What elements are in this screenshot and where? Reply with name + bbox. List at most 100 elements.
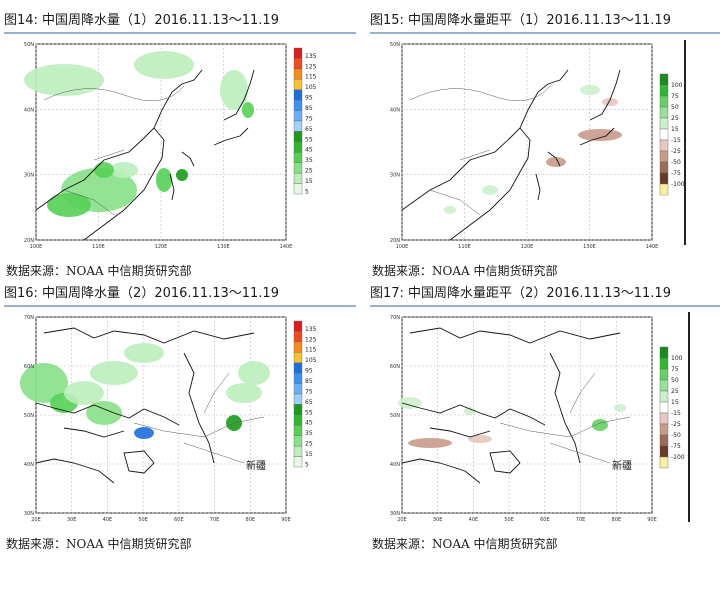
y-tick-label: 70N: [24, 315, 34, 321]
y-tick-label: 60N: [24, 364, 34, 370]
x-tick-label: 140E: [280, 244, 293, 250]
legend-swatch: [659, 183, 669, 196]
x-tick-label: 80E: [246, 517, 256, 523]
legend-swatch: [293, 435, 303, 447]
x-tick-label: 70E: [210, 517, 220, 523]
legend-swatch: [293, 320, 303, 332]
legend-swatch: [659, 73, 669, 86]
x-tick-label: 120E: [155, 244, 168, 250]
legend-swatch: [659, 84, 669, 97]
geography-layer: [35, 69, 255, 241]
precipitation-patch: [90, 361, 138, 385]
legend-swatch: [293, 162, 303, 174]
y-tick-label: 70N: [390, 315, 400, 321]
y-tick-label: 50N: [390, 42, 400, 48]
data-source: 数据来源：NOAA 中信期货研究部: [372, 264, 558, 278]
legend-label: 65: [305, 126, 313, 133]
precipitation-patch: [156, 168, 172, 192]
precipitation-map: 100E 110E 120E 130E 140E 50N 40N 30N 20N 135 125 11…: [4, 40, 349, 255]
legend-label: 115: [305, 347, 317, 354]
legend-label: 5: [305, 188, 309, 195]
y-tick-label: 20N: [24, 238, 34, 244]
legend-label: -15: [671, 137, 681, 144]
legend-swatch: [659, 456, 669, 469]
legend-label: 50: [671, 377, 679, 384]
legend-swatch: [293, 425, 303, 436]
precipitation-patch: [220, 70, 248, 110]
precipitation-patch: [47, 193, 91, 217]
data-source: 数据来源：NOAA 中信期货研究部: [372, 537, 558, 551]
legend-label: 35: [305, 430, 313, 437]
region-label: 新疆: [612, 459, 632, 472]
y-tick-label: 60N: [390, 364, 400, 370]
legend-swatch: [659, 139, 669, 152]
legend-label: -75: [671, 170, 681, 177]
precipitation-patch: [242, 102, 254, 118]
y-tick-label: 40N: [24, 462, 34, 468]
legend-label: -25: [671, 421, 681, 428]
y-tick-label: 50N: [390, 413, 400, 419]
y-tick-label: 50N: [24, 42, 34, 48]
x-tick-label: 30E: [67, 517, 77, 523]
legend-swatch: [659, 390, 669, 403]
precipitation-patch: [226, 383, 262, 403]
x-tick-label: 130E: [583, 244, 596, 250]
anomaly-patch: [468, 435, 492, 443]
geography-layer: [401, 69, 621, 241]
coastline: [401, 69, 569, 241]
legend-swatch: [659, 346, 669, 359]
legend-swatch: [293, 79, 303, 90]
map-svg: 100E 110E 120E 130E 140E 50N 40N 30N 20N 135 125 11…: [24, 42, 317, 250]
legend-swatch: [659, 434, 669, 447]
legend-label: 15: [671, 126, 679, 133]
legend-swatch: [659, 161, 669, 174]
anomaly-patch: [580, 85, 600, 95]
legend-swatch: [659, 368, 669, 381]
x-tick-label: 90E: [647, 517, 657, 523]
x-tick-label: 80E: [612, 517, 622, 523]
legend-label: -75: [671, 443, 681, 450]
y-tick-label: 30N: [390, 173, 400, 179]
legend-label: 25: [671, 388, 679, 395]
x-tick-label: 110E: [458, 244, 471, 250]
legend-swatch: [659, 379, 669, 392]
legend-label: 75: [671, 93, 679, 100]
legend-swatch: [293, 362, 303, 374]
legend-label: -50: [671, 432, 681, 439]
legend-swatch: [659, 357, 669, 370]
map-svg: 20E 30E 40E 50E 60E 70E 80E 90E 70N 60N 50N 40N 30N 新…: [390, 315, 685, 523]
legend-swatch: [659, 172, 669, 185]
legend-swatch: [293, 331, 303, 343]
legend-swatch: [293, 372, 303, 384]
geography-layer: [401, 327, 631, 484]
legend-label: 25: [671, 115, 679, 122]
legend-label: 65: [305, 399, 313, 406]
legend-swatch: [293, 99, 303, 111]
anomaly-patch: [464, 407, 476, 415]
legend-label: 35: [305, 157, 313, 164]
legend-label: 95: [305, 368, 313, 375]
y-tick-label: 40N: [24, 107, 34, 113]
legend-label: 85: [305, 105, 313, 112]
x-tick-label: 50E: [138, 517, 148, 523]
x-tick-label: 50E: [504, 517, 514, 523]
island-outline: [535, 69, 621, 201]
legend-swatch: [659, 117, 669, 130]
legend-label: -50: [671, 159, 681, 166]
legend-label: 75: [305, 388, 313, 395]
x-tick-label: 100E: [30, 244, 43, 250]
x-tick-label: 70E: [576, 517, 586, 523]
map-svg: 100E 110E 120E 130E 140E 50N 40N 30N 20N 100 75 50 2…: [390, 42, 685, 250]
island-outline: [43, 327, 255, 474]
legend-swatch: [293, 120, 303, 132]
x-tick-label: 20E: [397, 517, 407, 523]
y-tick-label: 20N: [390, 238, 400, 244]
x-tick-label: 90E: [281, 517, 291, 523]
legend-label: 95: [305, 95, 313, 102]
legend-swatch: [293, 68, 303, 80]
anomaly-patch: [602, 98, 618, 106]
legend-swatch: [659, 95, 669, 108]
legend-swatch: [293, 445, 303, 457]
legend-swatch: [293, 456, 303, 468]
figure-title: 图16: 中国周降水量（2）2016.11.13～11.19: [4, 286, 279, 301]
